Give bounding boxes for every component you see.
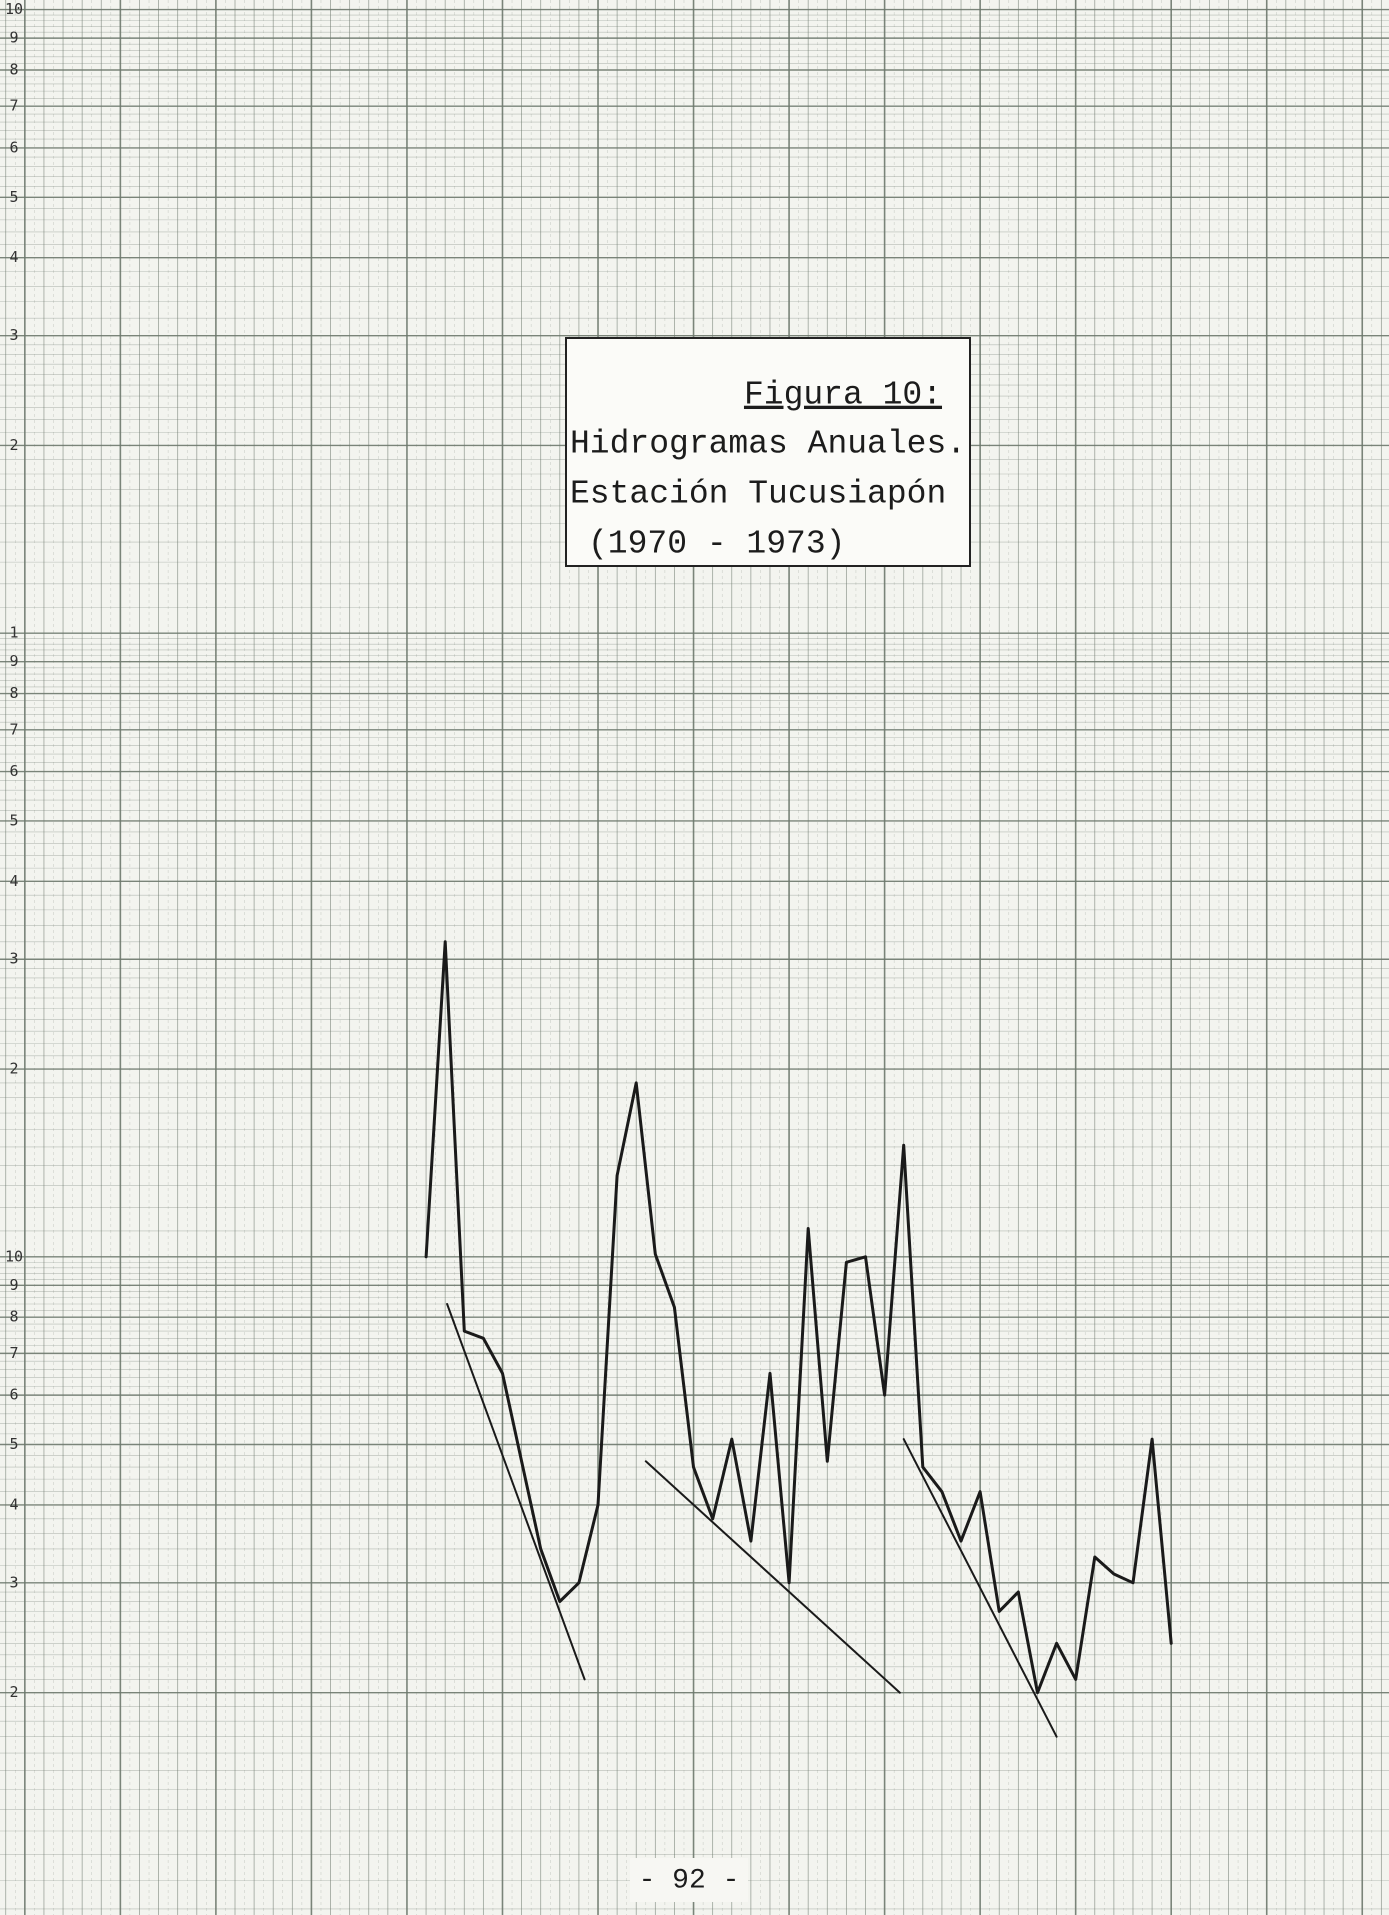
y-tick-label: 3 (9, 326, 18, 344)
y-tick-label: 6 (9, 1386, 18, 1404)
y-tick-label: 2 (9, 1683, 18, 1701)
y-tick-label: 4 (9, 248, 18, 266)
y-tick-label: 1 (9, 624, 18, 642)
y-tick-label: 5 (9, 811, 18, 829)
subtitle-line: (1970 - 1973) (588, 526, 845, 563)
y-tick-label: 8 (9, 61, 18, 79)
y-tick-label: 4 (9, 1495, 18, 1513)
page-number-bg (630, 1858, 748, 1902)
y-tick-label: 2 (9, 436, 18, 454)
y-tick-label: 3 (9, 1573, 18, 1591)
y-tick-label: 10 (5, 1247, 23, 1265)
y-tick-label: 8 (9, 1308, 18, 1326)
y-tick-label: 8 (9, 684, 18, 702)
y-tick-label: 7 (9, 1344, 18, 1362)
y-tick-label: 7 (9, 97, 18, 115)
y-tick-label: 6 (9, 138, 18, 156)
y-tick-label: 10 (5, 0, 23, 18)
y-tick-label: 7 (9, 720, 18, 738)
labels: Figura 10: Hidrogramas Anuales. Estación… (5, 0, 971, 1902)
y-tick-label: 5 (9, 188, 18, 206)
y-tick-label: 4 (9, 872, 18, 890)
series-line (446, 1303, 586, 1681)
y-tick-label: 9 (9, 1276, 18, 1294)
chart-title: Figura 10: (744, 377, 942, 414)
y-tick-label: 6 (9, 762, 18, 780)
subtitle-line: Estación Tucusiapón (570, 476, 946, 513)
y-tick-label: 2 (9, 1060, 18, 1078)
series-line (424, 940, 1173, 1695)
y-tick-label: 9 (9, 652, 18, 670)
y-tick-label: 9 (9, 29, 18, 47)
y-tick-label: 3 (9, 950, 18, 968)
y-tick-label: 5 (9, 1435, 18, 1453)
series-line (644, 1460, 901, 1694)
series-line (902, 1438, 1058, 1738)
marks (424, 940, 1173, 1738)
title-box (565, 337, 971, 567)
subtitle-line: Hidrogramas Anuales. (570, 426, 966, 463)
page-number: - 92 - (639, 1865, 740, 1896)
